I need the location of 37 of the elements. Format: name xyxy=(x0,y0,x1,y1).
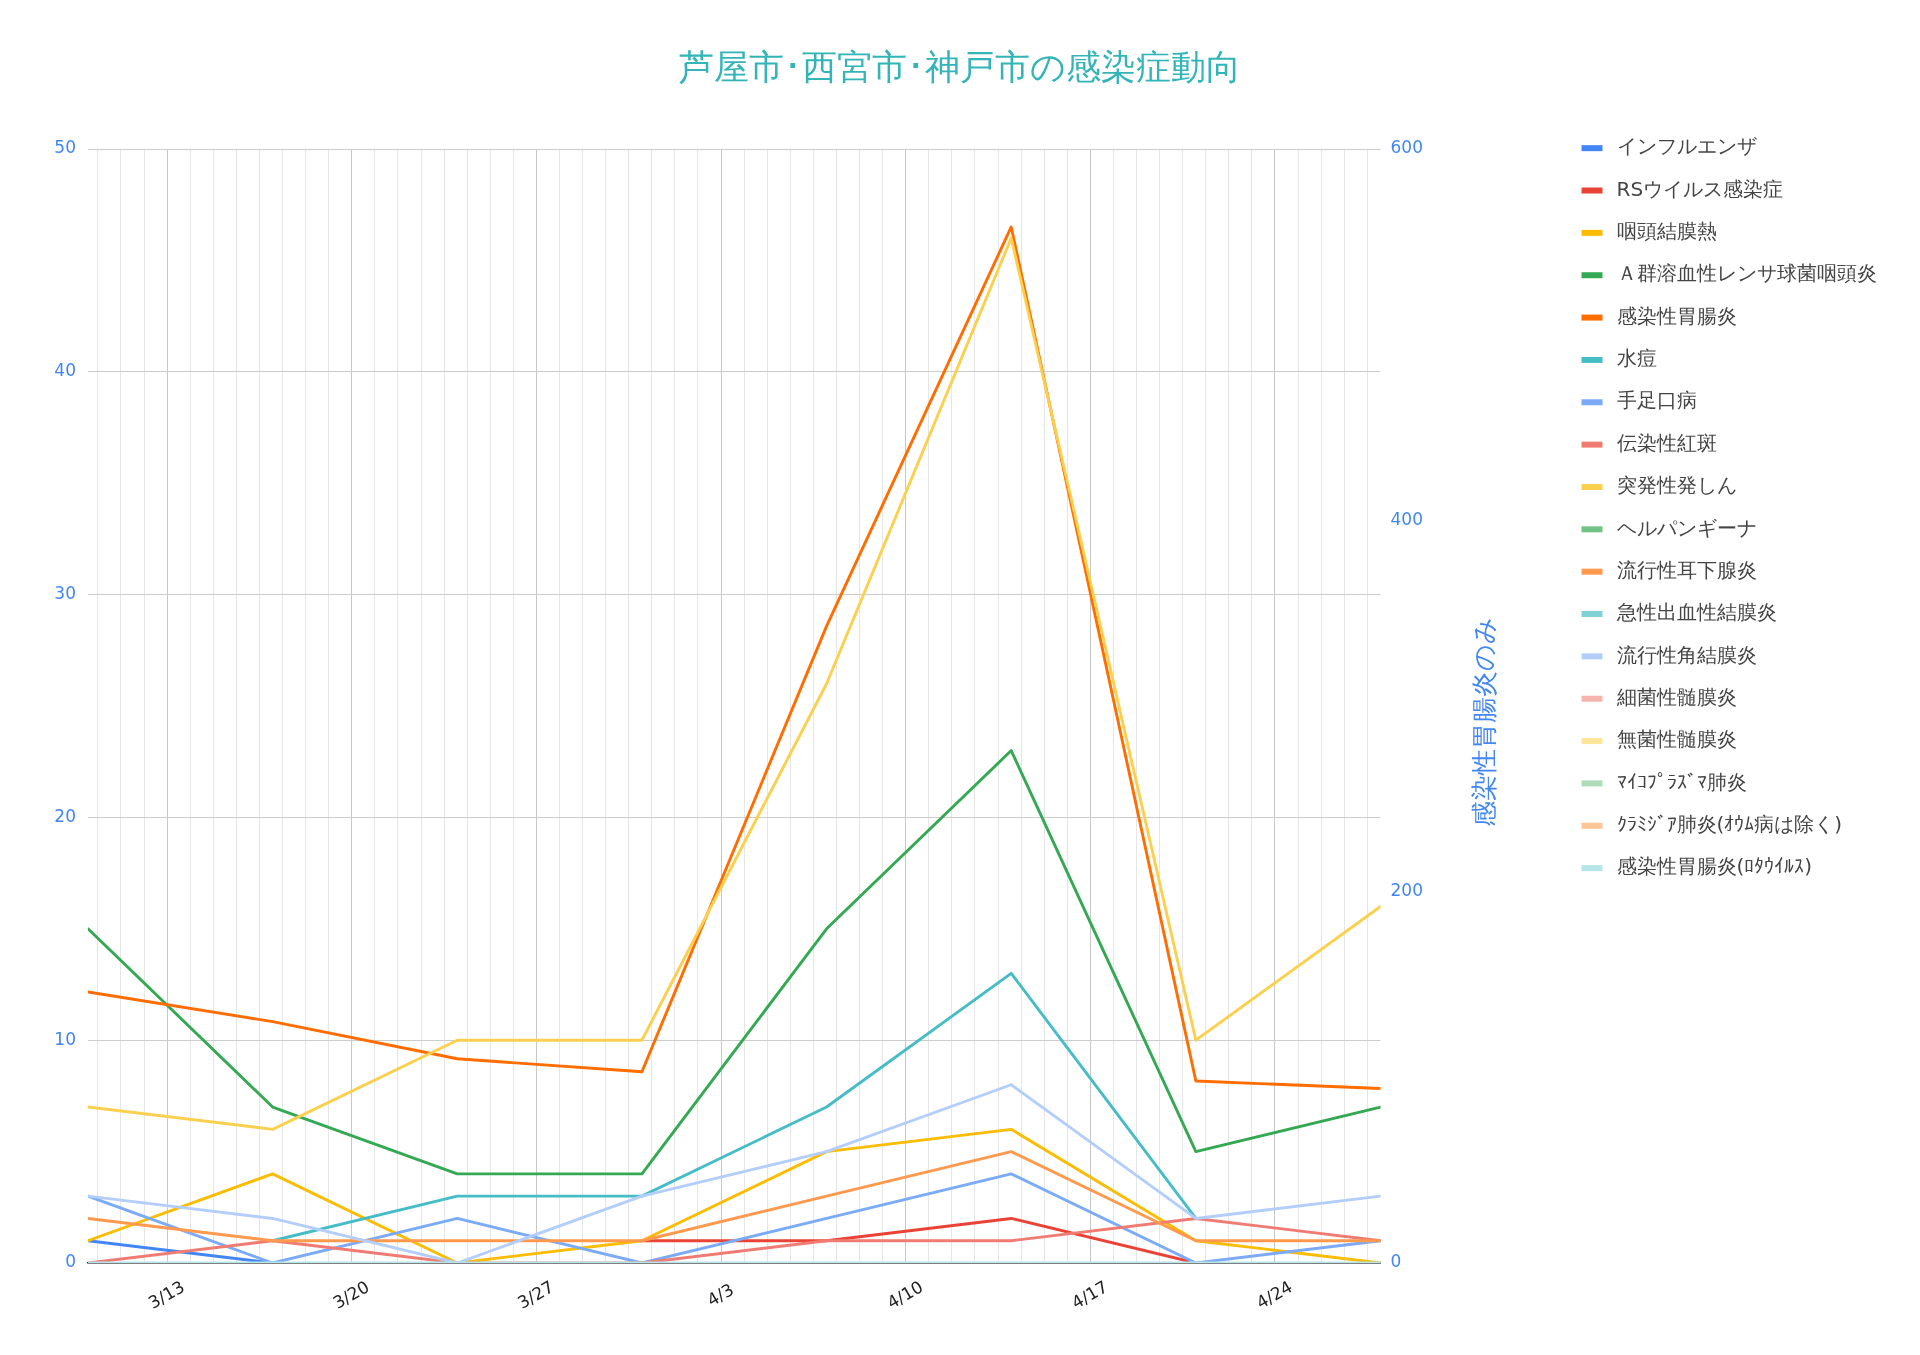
y2-tick-label: 0 xyxy=(1390,1251,1402,1272)
y2-tick-label: 200 xyxy=(1390,880,1423,901)
y-tick-label: 30 xyxy=(54,583,76,604)
legend-label: 突発性発しん xyxy=(1616,473,1737,498)
y2-axis-title: 感染性胃腸炎のみ xyxy=(1469,617,1500,827)
y-tick-label: 50 xyxy=(54,137,76,158)
legend-label: インフルエンザ xyxy=(1616,134,1757,159)
legend-label: 咽頭結膜熱 xyxy=(1616,219,1717,244)
y-tick-label: 20 xyxy=(54,805,76,826)
x-tick-label: 4/3 xyxy=(703,1279,738,1311)
legend-label: 急性出血性結膜炎 xyxy=(1615,600,1777,625)
legend-label: 感染性胃腸炎(ﾛﾀｳｲﾙｽ) xyxy=(1616,854,1813,879)
legend-label: 伝染性紅斑 xyxy=(1616,430,1717,455)
legend-label: 流行性耳下腺炎 xyxy=(1616,557,1757,582)
x-tick-label: 3/20 xyxy=(329,1276,373,1313)
y-tick-label: 40 xyxy=(54,360,76,381)
y-tick-label: 0 xyxy=(65,1251,76,1272)
legend-label: ヘルパンギーナ xyxy=(1616,515,1757,540)
x-tick-label: 3/13 xyxy=(144,1276,188,1313)
legend-label: ｸﾗﾐｼﾞｱ肺炎(ｵｳﾑ病は除く) xyxy=(1616,811,1843,836)
legend-label: 流行性角結膜炎 xyxy=(1616,642,1757,667)
legend-label: Ａ群溶血性レンサ球菌咽頭炎 xyxy=(1616,261,1877,286)
legend-label: 細菌性髄膜炎 xyxy=(1615,684,1737,709)
legend-label: RSウイルス感染症 xyxy=(1616,176,1784,201)
y2-tick-label: 400 xyxy=(1390,508,1423,529)
x-tick-label: 3/27 xyxy=(514,1276,558,1313)
legend-label: 感染性胃腸炎 xyxy=(1616,303,1737,328)
chart-title: 芦屋市･西宮市･神戸市の感染症動向 xyxy=(679,47,1242,88)
legend-label: 無菌性髄膜炎 xyxy=(1616,727,1737,752)
legend-label: ﾏｲｺﾌﾟﾗｽﾞﾏ肺炎 xyxy=(1616,769,1747,794)
x-tick-label: 4/17 xyxy=(1068,1276,1112,1313)
x-tick-label: 4/24 xyxy=(1252,1276,1296,1313)
legend-label: 水痘 xyxy=(1616,346,1657,371)
x-tick-label: 4/10 xyxy=(883,1276,927,1313)
y2-tick-label: 600 xyxy=(1390,137,1423,158)
y-tick-label: 10 xyxy=(54,1028,76,1049)
legend-label: 手足口病 xyxy=(1616,388,1697,413)
